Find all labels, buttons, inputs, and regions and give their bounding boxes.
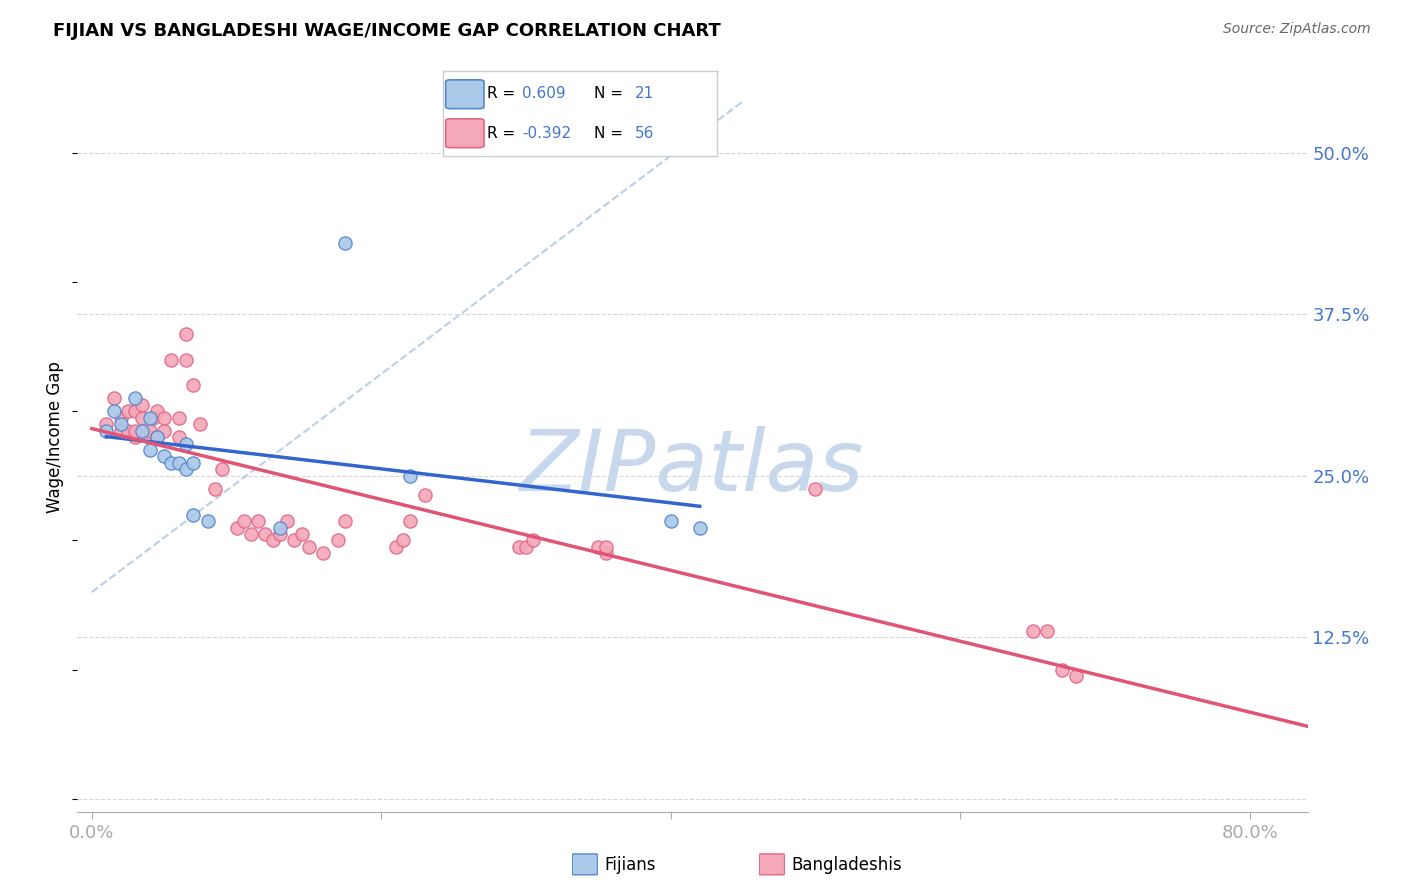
Point [174, 436, 197, 450]
Point [254, 527, 277, 541]
Y-axis label: Wage/Income Gap: Wage/Income Gap [46, 361, 65, 513]
Point [1036, 624, 1059, 638]
Point [96, 417, 118, 432]
Point [204, 482, 226, 496]
Point [124, 392, 146, 406]
Point [146, 430, 169, 444]
Text: Source: ZipAtlas.com: Source: ZipAtlas.com [1223, 22, 1371, 37]
Point [167, 430, 190, 444]
Point [174, 462, 197, 476]
Point [167, 456, 190, 470]
Point [142, 410, 165, 425]
Point [804, 482, 827, 496]
Text: 56: 56 [636, 126, 654, 141]
Point [413, 488, 436, 502]
Point [298, 540, 321, 554]
Point [333, 514, 356, 528]
Point [153, 450, 176, 464]
FancyBboxPatch shape [572, 854, 598, 875]
Point [181, 378, 204, 392]
Point [225, 520, 247, 534]
Point [1021, 624, 1043, 638]
Text: -0.392: -0.392 [523, 126, 571, 141]
Point [269, 527, 291, 541]
Point [131, 398, 153, 412]
Point [131, 410, 153, 425]
Point [291, 527, 314, 541]
Point [110, 417, 132, 432]
FancyBboxPatch shape [446, 80, 484, 109]
FancyBboxPatch shape [759, 854, 785, 875]
Point [276, 514, 298, 528]
Text: R =: R = [486, 126, 520, 141]
Point [138, 424, 160, 438]
Point [232, 514, 254, 528]
Point [197, 514, 219, 528]
Point [181, 456, 204, 470]
Text: Bangladeshis: Bangladeshis [792, 856, 903, 874]
Point [283, 533, 305, 548]
Point [117, 404, 139, 418]
Point [103, 392, 125, 406]
Point [659, 514, 682, 528]
Text: 21: 21 [636, 87, 654, 102]
Text: R =: R = [486, 87, 520, 102]
Point [138, 430, 160, 444]
Point [333, 236, 356, 251]
Point [689, 520, 711, 534]
Point [131, 424, 153, 438]
Point [138, 442, 160, 457]
Point [160, 456, 183, 470]
Point [399, 514, 422, 528]
Point [384, 540, 406, 554]
Text: N =: N = [593, 87, 627, 102]
Point [326, 533, 349, 548]
Point [399, 468, 422, 483]
Text: 0.609: 0.609 [523, 87, 567, 102]
Text: N =: N = [593, 126, 627, 141]
Point [124, 424, 146, 438]
Point [262, 533, 284, 548]
Point [190, 417, 212, 432]
Point [160, 352, 183, 367]
Point [1050, 663, 1073, 677]
Point [103, 404, 125, 418]
Point [96, 424, 118, 438]
Text: Fijians: Fijians [605, 856, 657, 874]
Point [595, 540, 617, 554]
Text: ZIPatlas: ZIPatlas [520, 425, 865, 508]
Point [138, 410, 160, 425]
Point [181, 508, 204, 522]
Point [312, 546, 335, 560]
Point [392, 533, 415, 548]
Point [153, 424, 176, 438]
Point [508, 540, 530, 554]
Point [240, 527, 263, 541]
Point [146, 430, 169, 444]
Point [167, 410, 190, 425]
Text: FIJIAN VS BANGLADESHI WAGE/INCOME GAP CORRELATION CHART: FIJIAN VS BANGLADESHI WAGE/INCOME GAP CO… [53, 22, 721, 40]
Point [1064, 669, 1087, 683]
Point [269, 520, 291, 534]
FancyBboxPatch shape [446, 119, 484, 147]
Point [174, 326, 197, 341]
Point [174, 352, 197, 367]
Point [117, 424, 139, 438]
Point [124, 404, 146, 418]
Point [110, 410, 132, 425]
Point [153, 410, 176, 425]
Point [146, 404, 169, 418]
Point [515, 540, 537, 554]
Point [588, 540, 610, 554]
Point [522, 533, 544, 548]
Point [247, 514, 270, 528]
Point [124, 430, 146, 444]
Point [110, 424, 132, 438]
Point [211, 462, 233, 476]
Point [595, 546, 617, 560]
